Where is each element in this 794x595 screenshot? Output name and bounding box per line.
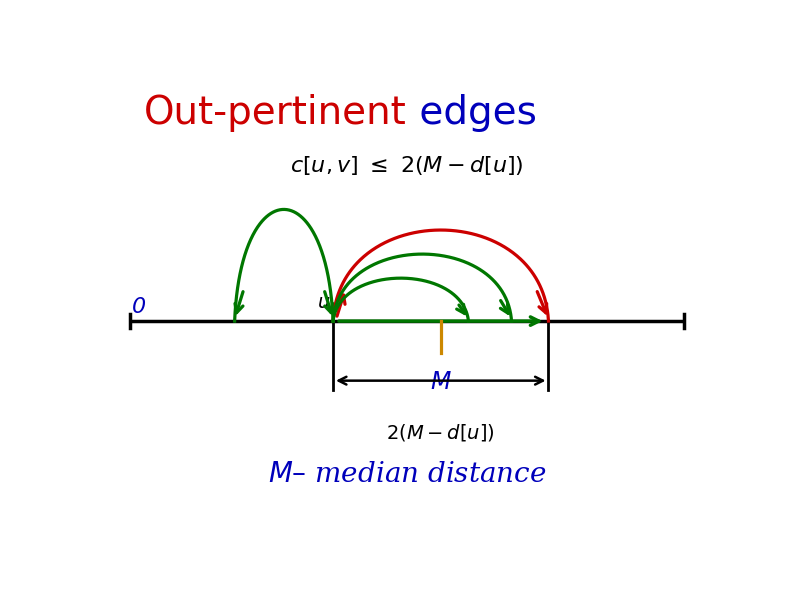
Text: 0: 0 (132, 296, 146, 317)
Text: $u$: $u$ (317, 294, 330, 312)
Text: $c[u,v]\ \leq\ 2(M - d[u])$: $c[u,v]\ \leq\ 2(M - d[u])$ (290, 154, 524, 177)
Text: Out-pertinent: Out-pertinent (145, 94, 407, 132)
Text: $M$– median distance: $M$– median distance (268, 461, 546, 488)
Text: $M$: $M$ (430, 371, 452, 394)
Text: $2(M - d[u])$: $2(M - d[u])$ (387, 422, 495, 443)
Text: edges: edges (407, 94, 537, 132)
